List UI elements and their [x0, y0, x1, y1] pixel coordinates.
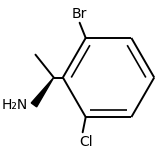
Polygon shape	[31, 78, 54, 107]
Text: Cl: Cl	[79, 135, 92, 149]
Text: Br: Br	[72, 7, 87, 21]
Text: H₂N: H₂N	[2, 98, 28, 112]
